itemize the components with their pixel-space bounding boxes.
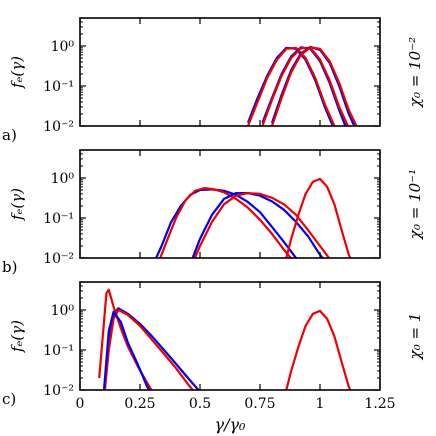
panels: 10⁰ 10⁻¹ 10⁻² fₑ(γ) a) χ₀ = 10⁻² 10⁰ 10⁻¹ 10⁻² fₑ… <box>2 17 424 412</box>
y-tick-label: 10⁻² <box>43 383 74 399</box>
x-tick-label: 0.25 <box>124 396 155 412</box>
series-group <box>246 45 358 126</box>
panel-3: 0 0.25 0.5 0.75 1 1.25 10⁰ 10⁻¹ 10⁻² fₑ(γ) c) χ₀ = … <box>2 281 424 412</box>
axes-frame <box>79 149 381 259</box>
x-axis-label: γ/γ₀ <box>215 415 247 434</box>
y-tick-label: 10⁻¹ <box>43 211 74 227</box>
series-red-line-5 <box>285 177 352 258</box>
series-group <box>154 177 352 258</box>
y-tick-label: 10⁻¹ <box>43 343 74 359</box>
y-tick-label: 10⁻¹ <box>43 79 74 95</box>
panel-label: c) <box>2 390 16 408</box>
series-red-line-2 <box>159 187 293 258</box>
y-axis-label: fₑ(γ) <box>8 320 26 353</box>
chi-label: χ₀ = 10⁻² <box>406 37 424 108</box>
series-red-line-2 <box>103 308 195 390</box>
panel-2: 10⁰ 10⁻¹ 10⁻² fₑ(γ) b) χ₀ = 10⁻¹ <box>2 149 424 276</box>
axes-frame <box>79 281 381 391</box>
panel-label: a) <box>2 126 17 144</box>
series-red-line-5 <box>285 309 352 390</box>
series-red-line-3 <box>98 288 153 390</box>
series-red-line-4 <box>193 192 331 258</box>
y-tick-label: 10⁰ <box>51 39 75 55</box>
axes-frame <box>79 17 381 127</box>
chi-label: χ₀ = 10⁻¹ <box>406 169 424 240</box>
y-tick-label: 10⁻² <box>43 251 74 267</box>
panel-label: b) <box>2 258 17 276</box>
y-tick-label: 10⁰ <box>51 303 75 319</box>
series-red-line-2 <box>246 46 336 126</box>
panel-1: 10⁰ 10⁻¹ 10⁻² fₑ(γ) a) χ₀ = 10⁻² <box>2 17 424 144</box>
y-tick-label: 10⁰ <box>51 171 75 187</box>
x-tick-label: 1.25 <box>364 396 395 412</box>
x-tick-label: 0 <box>76 396 85 412</box>
series-blue-line-4 <box>102 310 151 390</box>
x-tick-label: 1 <box>316 396 325 412</box>
y-axis-label: fₑ(γ) <box>8 188 26 221</box>
series-blue-line-1 <box>154 188 298 258</box>
series-blue-line-3 <box>191 192 324 258</box>
x-tick-label: 0.5 <box>189 396 211 412</box>
y-axis-label: fₑ(γ) <box>8 56 26 89</box>
y-tick-label: 10⁻² <box>43 119 74 135</box>
x-tick-label: 0.75 <box>244 396 275 412</box>
series-group <box>98 288 352 390</box>
chi-label: χ₀ = 1 <box>406 313 424 361</box>
series-red-line-6 <box>270 46 358 126</box>
